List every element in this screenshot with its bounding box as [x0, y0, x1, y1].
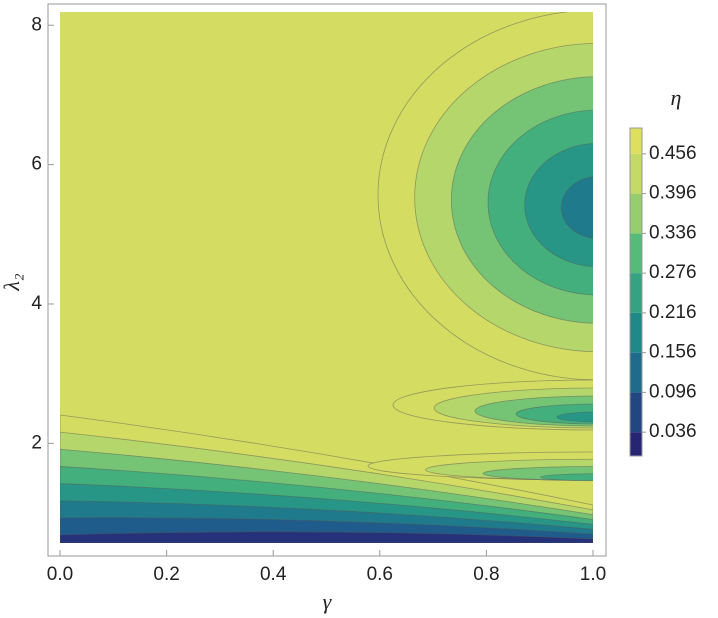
colorbar-tick-label: 0.156 [649, 342, 697, 363]
colorbar-frame [629, 127, 643, 457]
y-tick-label: 4 [31, 293, 42, 314]
colorbar-tick-label: 0.456 [649, 143, 697, 164]
contour-region [524, 143, 593, 267]
x-tick-label: 0.0 [47, 564, 73, 585]
colorbar-segment [630, 392, 642, 433]
colorbar-segment [630, 128, 642, 154]
contour-region [60, 531, 593, 543]
y-axis-label: λ₂ [0, 273, 24, 292]
colorbar-tick-label: 0.396 [649, 183, 697, 204]
colorbar-segment [630, 153, 642, 194]
colorbar-tick-label: 0.336 [649, 222, 697, 243]
colorbar-segment [630, 432, 642, 456]
colorbar-segment [630, 352, 642, 393]
contour-region [560, 176, 593, 239]
x-tick-label: 0.2 [153, 564, 179, 585]
x-tick-label: 0.8 [473, 564, 499, 585]
y-tick-label: 2 [31, 432, 42, 453]
colorbar-segment [630, 193, 642, 234]
x-tick-label: 1.0 [580, 564, 606, 585]
x-tick-label: 0.4 [260, 564, 287, 585]
plot-area [60, 12, 593, 543]
colorbar-segment [630, 233, 642, 274]
colorbar-tick-label: 0.036 [649, 421, 697, 442]
x-tick-label: 0.6 [367, 564, 393, 585]
colorbar-title: η [671, 85, 682, 110]
contour-region [482, 466, 593, 481]
colorbar-segment [630, 273, 642, 313]
colorbar-tick-label: 0.216 [649, 302, 697, 323]
contour-region [540, 473, 593, 482]
x-axis-label: γ [323, 589, 333, 614]
colorbar-tick-label: 0.096 [649, 381, 697, 402]
colorbar-tick-label: 0.276 [649, 262, 697, 283]
frame [47, 3, 607, 557]
y-tick-label: 6 [31, 154, 42, 175]
contour-region [556, 411, 593, 423]
colorbar-segment [630, 312, 642, 353]
y-tick-label: 8 [31, 14, 42, 35]
